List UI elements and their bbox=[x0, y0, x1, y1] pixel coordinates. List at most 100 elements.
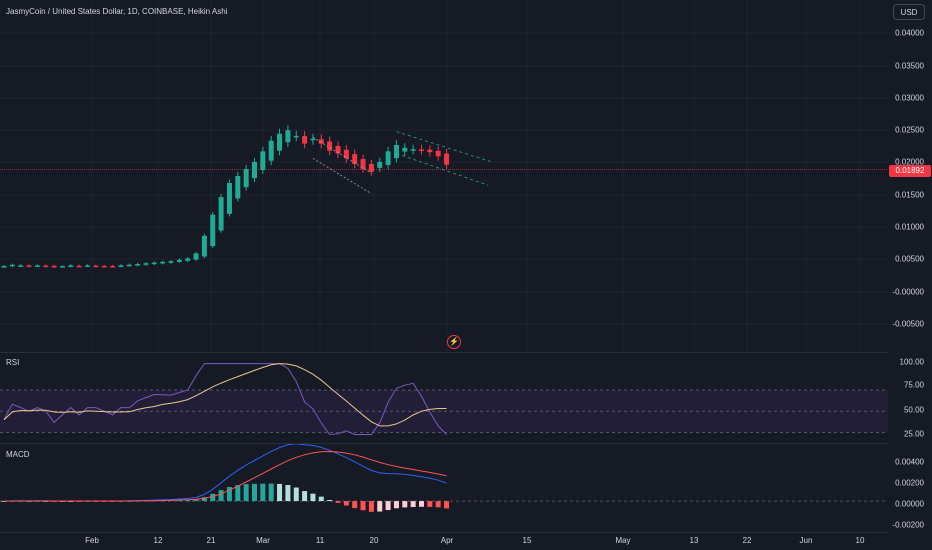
macd-histogram-bar bbox=[427, 501, 433, 507]
candle bbox=[293, 135, 299, 138]
macd-histogram-bar bbox=[310, 493, 316, 502]
rsi-label: 100.00 bbox=[899, 357, 924, 367]
candle bbox=[343, 149, 349, 159]
candle bbox=[327, 141, 333, 151]
macd-histogram-bar bbox=[343, 501, 349, 506]
macd-histogram-bar bbox=[293, 487, 299, 502]
candle bbox=[151, 262, 157, 265]
trend-line bbox=[396, 131, 493, 163]
candle bbox=[410, 149, 416, 151]
candle bbox=[260, 151, 266, 171]
rsi-title[interactable]: RSI bbox=[6, 358, 20, 367]
candle bbox=[176, 259, 182, 262]
price-label: -0.00000 bbox=[892, 287, 924, 297]
candle bbox=[277, 133, 283, 151]
candle bbox=[193, 253, 199, 260]
candle bbox=[160, 261, 166, 264]
time-label: 21 bbox=[206, 536, 216, 545]
candle bbox=[118, 265, 124, 267]
macd-histogram-bar bbox=[335, 501, 341, 503]
signal-line bbox=[3, 450, 447, 502]
macd-histogram-bar bbox=[235, 485, 241, 502]
candle bbox=[135, 264, 141, 266]
rsi-label: 50.00 bbox=[903, 405, 924, 415]
macd-histogram-bar bbox=[218, 490, 224, 502]
candle bbox=[243, 168, 249, 188]
macd-histogram-bar bbox=[410, 501, 416, 508]
macd-histogram-bar bbox=[352, 501, 358, 509]
rsi-line bbox=[3, 363, 447, 436]
macd-histogram-bar bbox=[327, 499, 333, 502]
chart-area[interactable] bbox=[0, 0, 888, 550]
time-label: 20 bbox=[369, 536, 379, 545]
macd-histogram-bar bbox=[252, 483, 257, 502]
price-label: 0.04000 bbox=[895, 28, 924, 38]
macd-histogram-bar bbox=[368, 501, 374, 512]
candle bbox=[310, 138, 316, 141]
price-axis[interactable]: 0.04000 0.03500 0.03000 0.02500 0.02000 … bbox=[888, 0, 932, 550]
candle bbox=[126, 264, 132, 267]
candle bbox=[352, 154, 358, 165]
candle bbox=[419, 149, 424, 151]
price-label: 0.01500 bbox=[895, 190, 924, 200]
currency-button[interactable]: USD bbox=[893, 4, 925, 20]
candle bbox=[110, 266, 116, 268]
trend-line bbox=[396, 153, 489, 186]
macd-histogram-bar bbox=[43, 501, 49, 502]
time-label: 10 bbox=[855, 536, 865, 545]
time-label: Jun bbox=[799, 536, 813, 545]
lightning-icon[interactable]: ⚡ bbox=[447, 335, 461, 349]
macd-histogram-bar bbox=[185, 499, 191, 502]
pane-divider[interactable] bbox=[0, 443, 932, 444]
rsi-chart[interactable] bbox=[0, 353, 888, 443]
rsi-ma-line bbox=[3, 363, 447, 427]
candle bbox=[385, 151, 391, 165]
candle bbox=[218, 197, 224, 231]
macd-label: 0.00200 bbox=[895, 478, 924, 488]
candle bbox=[26, 265, 32, 267]
candle bbox=[235, 176, 241, 199]
candle bbox=[285, 130, 291, 143]
candle bbox=[34, 265, 40, 267]
candle bbox=[18, 265, 24, 267]
macd-label: 0.00400 bbox=[895, 457, 924, 467]
candle bbox=[444, 153, 450, 165]
candle bbox=[335, 146, 341, 154]
candle bbox=[226, 183, 232, 214]
macd-histogram-bar bbox=[444, 501, 450, 509]
macd-histogram-bar bbox=[226, 487, 232, 502]
price-label: 0.02000 bbox=[895, 157, 924, 167]
macd-chart[interactable] bbox=[0, 444, 888, 532]
macd-histogram-bar bbox=[402, 501, 408, 508]
macd-histogram-bar bbox=[210, 493, 216, 502]
trend-line bbox=[312, 158, 372, 194]
candle bbox=[185, 258, 191, 261]
macd-histogram-bar bbox=[419, 501, 424, 507]
candle bbox=[101, 265, 107, 268]
chart-title[interactable]: JasmyCoin / United States Dollar, 1D, CO… bbox=[6, 7, 228, 16]
macd-histogram-bar bbox=[201, 497, 207, 502]
macd-histogram-bar bbox=[360, 501, 366, 511]
time-label: 15 bbox=[522, 536, 532, 545]
trend-line bbox=[312, 136, 372, 174]
time-label: 13 bbox=[689, 536, 699, 545]
macd-label: -0.00200 bbox=[892, 520, 924, 530]
pane-divider[interactable] bbox=[0, 352, 932, 353]
candle bbox=[51, 265, 57, 268]
time-label: 12 bbox=[153, 536, 163, 545]
macd-histogram-bar bbox=[243, 484, 249, 502]
macd-histogram-bar bbox=[393, 501, 399, 509]
time-label: 11 bbox=[315, 536, 325, 545]
candle bbox=[377, 161, 383, 168]
candle bbox=[368, 164, 374, 172]
candle bbox=[9, 264, 15, 267]
candle bbox=[402, 147, 408, 152]
candle bbox=[210, 214, 216, 247]
candle bbox=[93, 265, 99, 268]
rsi-label: 75.00 bbox=[903, 380, 924, 390]
time-label: Feb bbox=[85, 536, 99, 545]
current-price-badge: 0.01892 bbox=[889, 165, 931, 177]
candle bbox=[360, 159, 366, 169]
price-chart[interactable] bbox=[0, 0, 888, 352]
macd-title[interactable]: MACD bbox=[6, 450, 30, 459]
